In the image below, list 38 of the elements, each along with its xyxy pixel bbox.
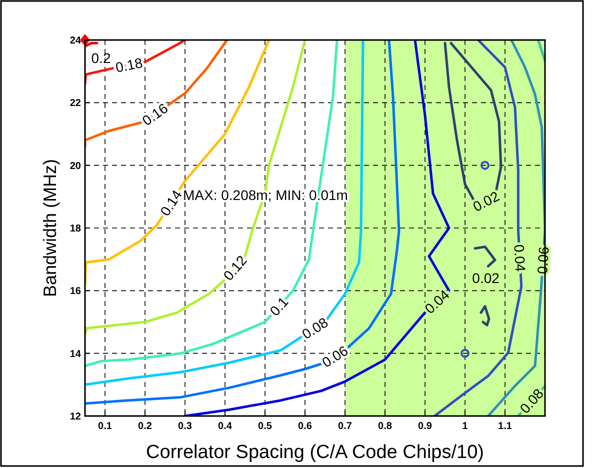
text: 0.1 — [266, 294, 292, 319]
x-tick-label: 0.4 — [218, 421, 232, 432]
line-series — [480, 305, 490, 326]
text: 0.04 — [421, 286, 453, 317]
line-series — [474, 246, 496, 268]
y-tick-label: 16 — [70, 286, 82, 298]
text: 0.08 — [299, 314, 331, 342]
line-series — [85, 40, 270, 286]
text: 0.02 — [470, 188, 502, 215]
x-tick-label: 1 — [462, 421, 468, 432]
point — [480, 160, 490, 170]
x-axis-title: Correlator Spacing (C/A Code Chips/10) — [146, 442, 484, 463]
y-tick-label: 24 — [70, 36, 82, 46]
y-axis-title: Bandwidth (MHz) — [40, 158, 60, 298]
x-tick-label: 1.1 — [498, 421, 512, 432]
x-tick-label: 0.6 — [298, 421, 312, 432]
text: 0.06 — [319, 342, 351, 370]
text: 0.16 — [139, 100, 171, 129]
line-series — [184, 40, 450, 416]
y-tick-label: 12 — [70, 412, 82, 422]
series-label: 0.02 — [472, 270, 500, 286]
x-tick-label: 0.7 — [338, 421, 352, 432]
y-tick-label: 18 — [70, 224, 82, 234]
line-series — [85, 40, 400, 405]
y-tick-label: 22 — [70, 98, 82, 110]
line-series — [85, 40, 228, 148]
x-tick-label: 0.1 — [98, 421, 112, 432]
y-tick-label: 20 — [70, 160, 82, 172]
x-tick-label: 0.9 — [418, 421, 432, 432]
x-tick-label: 0.5 — [258, 421, 272, 432]
point — [460, 348, 470, 358]
x-tick-label: 0.2 — [138, 421, 152, 432]
x-tick-label: 0.8 — [378, 421, 392, 432]
series-label: 0.2 — [91, 50, 111, 66]
text: 0.04 — [511, 244, 529, 272]
x-tick-label: 0.3 — [178, 421, 192, 432]
y-tick-label: 14 — [70, 348, 82, 360]
text: 0.18 — [114, 54, 144, 76]
